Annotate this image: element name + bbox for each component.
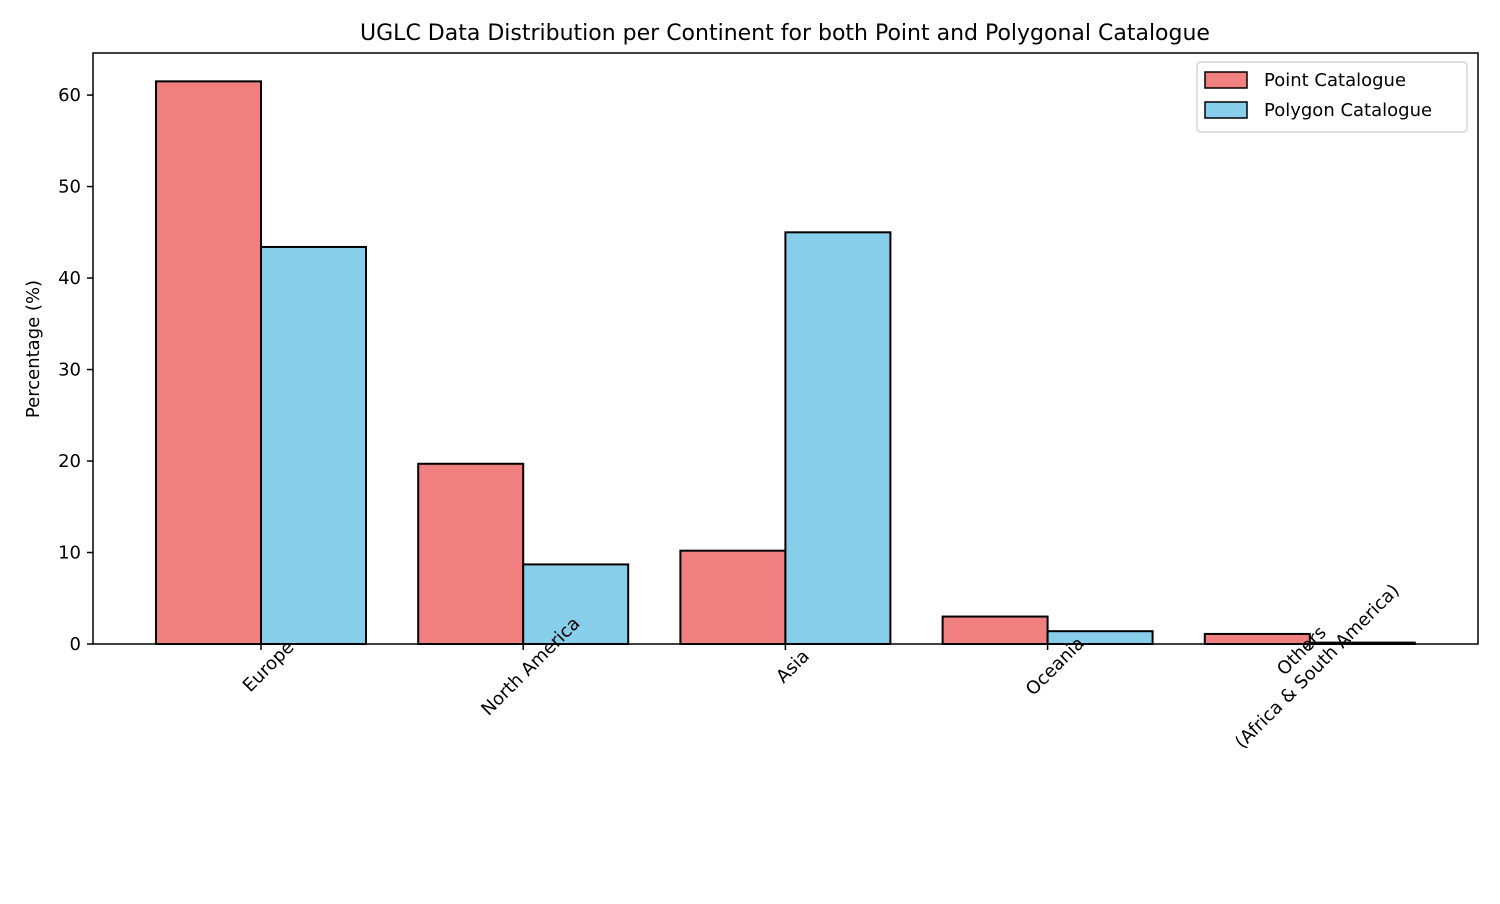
x-tick-label: Asia — [772, 646, 814, 688]
x-tick-label: Europe — [239, 637, 299, 697]
bar — [522, 563, 630, 645]
y-tick-label: 0 — [70, 634, 81, 655]
legend-label: Polygon Catalogue — [1264, 100, 1432, 121]
x-tick-label: Others(Africa & South America) — [1216, 565, 1404, 753]
y-axis-label: Percentage (%) — [23, 280, 44, 418]
y-tick-label: 40 — [58, 268, 81, 289]
x-tick-label-line: (Africa & South America) — [1231, 580, 1404, 753]
bar — [679, 549, 787, 645]
bar — [784, 231, 892, 646]
bar — [155, 80, 262, 646]
bars-layer — [155, 80, 1416, 646]
y-tick-label: 20 — [58, 451, 81, 472]
legend-label: Point Catalogue — [1264, 70, 1406, 91]
chart-title: UGLC Data Distribution per Continent for… — [360, 21, 1210, 46]
bar — [941, 615, 1049, 646]
legend: Point Catalogue Polygon Catalogue — [1196, 61, 1468, 133]
legend-swatch — [1204, 71, 1248, 89]
x-tick-label-line: Europe — [239, 637, 299, 697]
y-tick-label: 50 — [58, 177, 81, 198]
y-tick-label: 30 — [58, 360, 81, 381]
bar — [417, 462, 525, 646]
y-tick-label: 10 — [58, 543, 81, 564]
legend-swatch — [1204, 101, 1248, 119]
legend-box — [1196, 61, 1468, 133]
bar — [1203, 632, 1311, 645]
bar — [260, 245, 367, 645]
bar — [1046, 630, 1154, 646]
y-tick-label: 60 — [58, 85, 81, 106]
x-tick-label-line: Asia — [772, 646, 814, 688]
